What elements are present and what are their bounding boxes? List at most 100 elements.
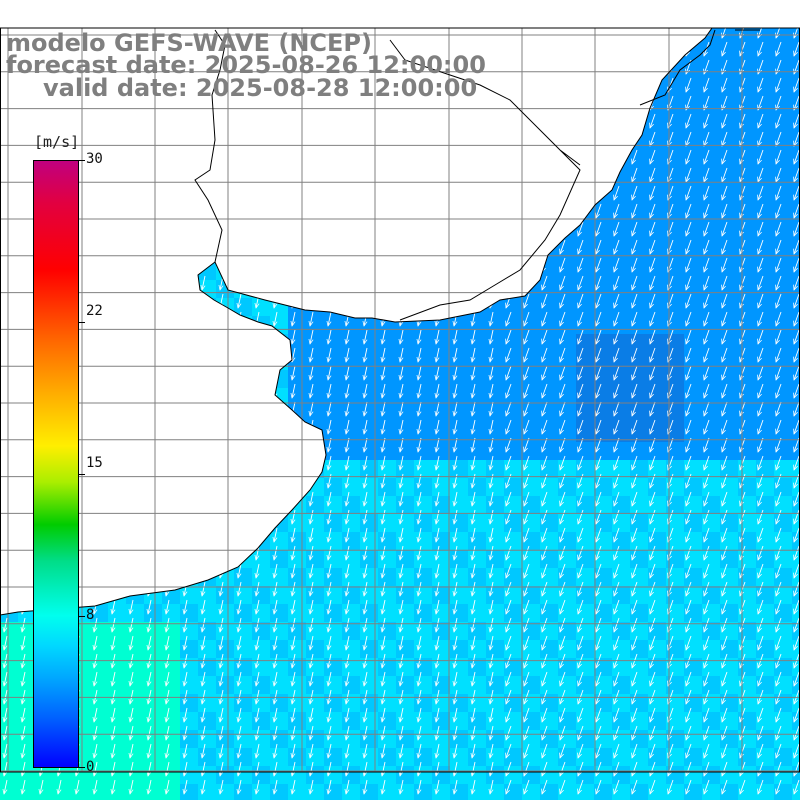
sea-cell — [162, 658, 181, 677]
wind-arrow — [578, 239, 584, 254]
sea-cell — [324, 712, 343, 731]
sea-cell — [702, 730, 721, 749]
sea-cell — [630, 712, 649, 731]
wind-arrow — [686, 437, 692, 452]
wind-arrow — [650, 311, 656, 326]
sea-cell — [540, 712, 559, 731]
sea-cell — [18, 766, 37, 785]
wind-arrow — [490, 365, 494, 380]
wind-arrow — [400, 419, 404, 434]
wind-arrow — [758, 365, 764, 380]
sea-cell — [558, 532, 577, 551]
sea-cell — [450, 478, 469, 497]
wind-arrow — [310, 365, 314, 380]
sea-cell — [450, 604, 469, 623]
sea-cell — [666, 748, 685, 767]
sea-cell — [90, 676, 109, 695]
wind-arrow — [310, 383, 314, 398]
wind-arrow — [650, 419, 656, 434]
sea-cell — [108, 748, 127, 767]
wind-arrow — [632, 257, 638, 272]
wind-arrow — [560, 365, 566, 380]
sea-cell — [720, 190, 739, 209]
wind-arrow — [758, 167, 764, 182]
wind-arrow — [382, 347, 386, 362]
wind-arrow — [632, 419, 638, 434]
sea-cell — [738, 316, 757, 335]
sea-cell — [540, 316, 559, 335]
sea-cell — [324, 784, 343, 800]
sea-cell — [540, 784, 559, 800]
sea-cell — [414, 676, 433, 695]
sea-cell — [720, 406, 739, 425]
sea-cell — [414, 406, 433, 425]
sea-cell — [738, 550, 757, 569]
sea-cell — [504, 514, 523, 533]
sea-cell — [90, 784, 109, 800]
sea-cell — [108, 766, 127, 785]
sea-cell — [630, 208, 649, 227]
sea-cell — [324, 370, 343, 389]
sea-cell — [612, 352, 631, 371]
sea-cell — [558, 370, 577, 389]
wind-arrow — [328, 347, 332, 362]
sea-cell — [324, 514, 343, 533]
sea-cell — [774, 604, 793, 623]
sea-cell — [252, 766, 271, 785]
sea-cell — [774, 640, 793, 659]
sea-cell — [108, 712, 127, 731]
sea-cell — [342, 676, 361, 695]
sea-cell — [324, 442, 343, 461]
sea-cell — [468, 694, 487, 713]
sea-cell — [738, 46, 757, 65]
sea-cell — [198, 586, 217, 605]
sea-cell — [702, 784, 721, 800]
sea-cell — [522, 766, 541, 785]
sea-cell — [594, 280, 613, 299]
wind-arrow — [632, 437, 638, 452]
sea-cell — [774, 478, 793, 497]
colorbar-tick-mark — [79, 160, 85, 161]
wind-arrow — [758, 28, 764, 38]
sea-cell — [558, 334, 577, 353]
sea-cell — [396, 586, 415, 605]
wind-arrow — [704, 221, 710, 236]
sea-cell — [666, 370, 685, 389]
sea-cell — [288, 766, 307, 785]
sea-cell — [360, 460, 379, 479]
sea-cell — [774, 100, 793, 119]
sea-cell — [594, 478, 613, 497]
sea-cell — [486, 496, 505, 515]
wind-arrow — [686, 113, 692, 128]
sea-cell — [756, 514, 775, 533]
wind-arrow — [758, 149, 764, 164]
sea-cell — [360, 676, 379, 695]
sea-cell — [342, 604, 361, 623]
wind-arrow — [758, 311, 764, 326]
sea-cell — [612, 640, 631, 659]
sea-cell — [468, 514, 487, 533]
wind-arrow — [704, 113, 710, 128]
sea-cell — [468, 712, 487, 731]
sea-cell — [540, 658, 559, 677]
sea-cell — [558, 550, 577, 569]
sea-cell — [432, 514, 451, 533]
sea-cell — [738, 280, 757, 299]
wind-arrow — [686, 275, 692, 290]
sea-cell — [378, 532, 397, 551]
wind-arrow — [542, 455, 548, 470]
sea-cell — [522, 316, 541, 335]
colorbar-tick-mark — [79, 322, 85, 323]
sea-cell — [324, 640, 343, 659]
wind-arrow — [490, 455, 494, 470]
sea-cell — [252, 604, 271, 623]
sea-cell — [738, 388, 757, 407]
wind-arrow — [400, 347, 404, 362]
sea-cell — [522, 712, 541, 731]
wind-arrow — [596, 239, 602, 254]
wind-arrow — [400, 437, 404, 452]
sea-cell — [756, 424, 775, 443]
sea-cell — [270, 640, 289, 659]
sea-cell — [306, 352, 325, 371]
sea-cell — [342, 640, 361, 659]
